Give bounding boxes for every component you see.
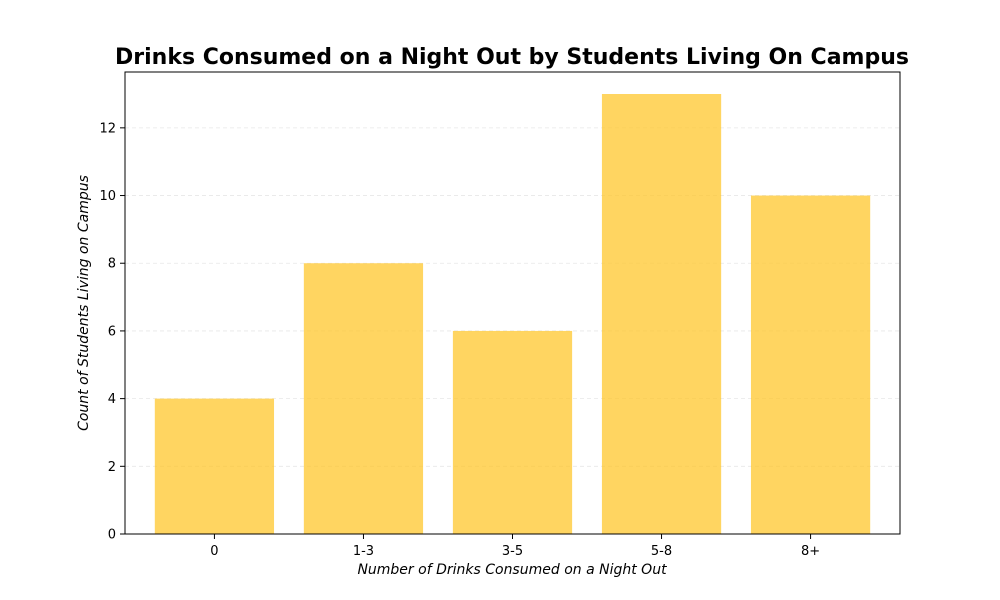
y-tick-label-4: 8 (108, 257, 116, 272)
x-axis-label: Number of Drinks Consumed on a Night Out (357, 562, 667, 578)
x-tick-label-4: 8+ (801, 544, 820, 559)
y-tick-label-0: 0 (108, 528, 116, 543)
x-axis-ticks: 0 1-3 3-5 5-8 8+ (210, 534, 820, 559)
y-tick-label-2: 4 (108, 392, 116, 407)
y-tick-label-6: 12 (99, 121, 116, 136)
x-tick-label-2: 3-5 (502, 544, 523, 559)
x-tick-label-3: 5-8 (651, 544, 672, 559)
x-tick-label-0: 0 (210, 544, 218, 559)
x-tick-label-1: 1-3 (353, 544, 374, 559)
y-tick-label-5: 10 (99, 189, 116, 204)
bar-8+ (750, 195, 871, 535)
y-tick-label-1: 2 (108, 460, 116, 475)
y-tick-label-3: 6 (108, 324, 116, 339)
bar-3-5 (452, 330, 573, 534)
bars (154, 94, 871, 535)
y-axis-label: Count of Students Living on Campus (76, 175, 92, 431)
chart-title: Drinks Consumed on a Night Out by Studen… (115, 45, 909, 70)
bar-0 (154, 398, 275, 534)
bar-1-3 (303, 263, 424, 534)
bar-5-8 (601, 94, 722, 534)
y-axis-ticks: 0 2 4 6 8 10 12 (99, 121, 125, 543)
